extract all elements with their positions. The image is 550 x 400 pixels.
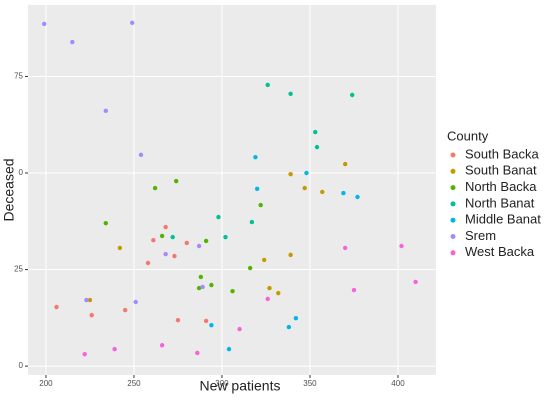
point — [117, 245, 123, 251]
point — [196, 243, 202, 249]
point — [82, 351, 87, 357]
point — [145, 260, 151, 266]
point — [196, 285, 202, 291]
point — [163, 251, 168, 257]
x-tick-label: 400 — [391, 379, 405, 388]
legend-key — [450, 217, 456, 223]
point — [195, 350, 200, 356]
point — [175, 317, 181, 323]
legend-label: South Backa — [465, 146, 539, 161]
legend-label: South Banat — [465, 163, 537, 178]
point — [399, 243, 404, 249]
y-tick-label: 75 — [14, 72, 23, 81]
point — [249, 219, 255, 225]
point — [342, 161, 348, 167]
point — [302, 185, 307, 191]
y-tick-label: 0 — [19, 168, 24, 177]
point — [41, 21, 47, 27]
point — [163, 224, 168, 230]
x-tick-label: 200 — [39, 379, 53, 388]
point — [313, 129, 318, 135]
point — [342, 245, 348, 251]
point — [209, 282, 214, 288]
point — [122, 307, 128, 313]
point — [184, 240, 189, 246]
point — [198, 274, 204, 280]
point — [265, 296, 270, 302]
legend-title: County — [447, 128, 489, 143]
legend-key — [450, 234, 456, 239]
point — [203, 238, 209, 244]
point — [84, 297, 89, 303]
point — [288, 91, 293, 97]
point — [350, 92, 355, 98]
point — [341, 190, 346, 196]
point — [174, 178, 179, 184]
point — [314, 144, 320, 150]
x-axis-title: New patients — [200, 378, 281, 394]
point — [103, 108, 108, 114]
point — [262, 257, 267, 263]
point — [304, 170, 309, 176]
point — [159, 343, 165, 348]
point — [133, 299, 138, 305]
point — [258, 202, 263, 208]
legend-key — [450, 250, 456, 256]
point — [112, 346, 117, 352]
point — [209, 322, 214, 328]
point — [413, 279, 418, 285]
y-tick-label: 0 — [19, 361, 24, 370]
x-tick-label: 350 — [303, 379, 317, 388]
point — [87, 297, 93, 303]
legend-key — [450, 168, 456, 174]
point — [103, 221, 108, 226]
point — [138, 152, 144, 158]
point — [267, 285, 272, 291]
point — [152, 185, 158, 191]
point — [286, 324, 292, 330]
y-tick-label: 25 — [14, 265, 23, 274]
point — [203, 318, 209, 324]
point — [54, 304, 59, 310]
point — [172, 253, 177, 259]
x-tick-label: 300 — [215, 379, 229, 388]
point — [276, 290, 281, 296]
point — [288, 171, 293, 177]
point — [351, 287, 357, 293]
legend-key — [450, 201, 456, 207]
point — [253, 154, 258, 160]
legend-label: North Banat — [465, 195, 535, 210]
point — [265, 82, 270, 88]
legend-label: North Backa — [465, 179, 537, 194]
x-tick-label: 250 — [127, 379, 141, 388]
point — [226, 346, 232, 352]
point — [230, 288, 235, 294]
point — [159, 233, 165, 239]
point — [70, 39, 75, 45]
legend-key — [450, 152, 456, 158]
point — [293, 316, 299, 321]
point — [151, 238, 156, 243]
point — [216, 214, 221, 220]
point — [237, 326, 242, 332]
legend-label: Middle Banat — [465, 212, 541, 227]
point — [170, 234, 175, 240]
panel — [28, 5, 436, 375]
legend-key — [450, 185, 456, 191]
legend-label: West Backa — [465, 244, 535, 259]
point — [200, 284, 205, 290]
point — [288, 252, 293, 258]
point — [247, 265, 253, 271]
point — [254, 186, 260, 192]
point — [223, 234, 228, 240]
legend-label: Srem — [465, 228, 496, 243]
point — [320, 189, 325, 195]
point — [89, 312, 94, 318]
point — [355, 194, 360, 200]
point — [130, 20, 135, 25]
y-axis-title: Deceased — [1, 158, 17, 221]
